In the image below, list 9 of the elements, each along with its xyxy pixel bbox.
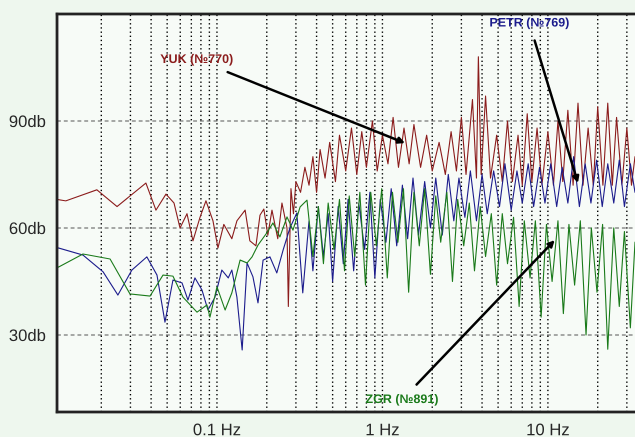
- x-tick-label: 1 Hz: [366, 424, 399, 436]
- y-tick-label: 60db: [10, 222, 46, 234]
- y-tick-label: 30db: [9, 328, 46, 342]
- annotation: PETR (№769): [490, 17, 569, 30]
- y-tick-label: 90db: [10, 114, 46, 128]
- annotation: YUK (№770): [160, 54, 233, 66]
- annotation: ZGR (№891): [366, 394, 438, 406]
- x-tick-label: 10 Hz: [527, 424, 569, 436]
- x-tick-label: 0.1 Hz: [194, 424, 240, 436]
